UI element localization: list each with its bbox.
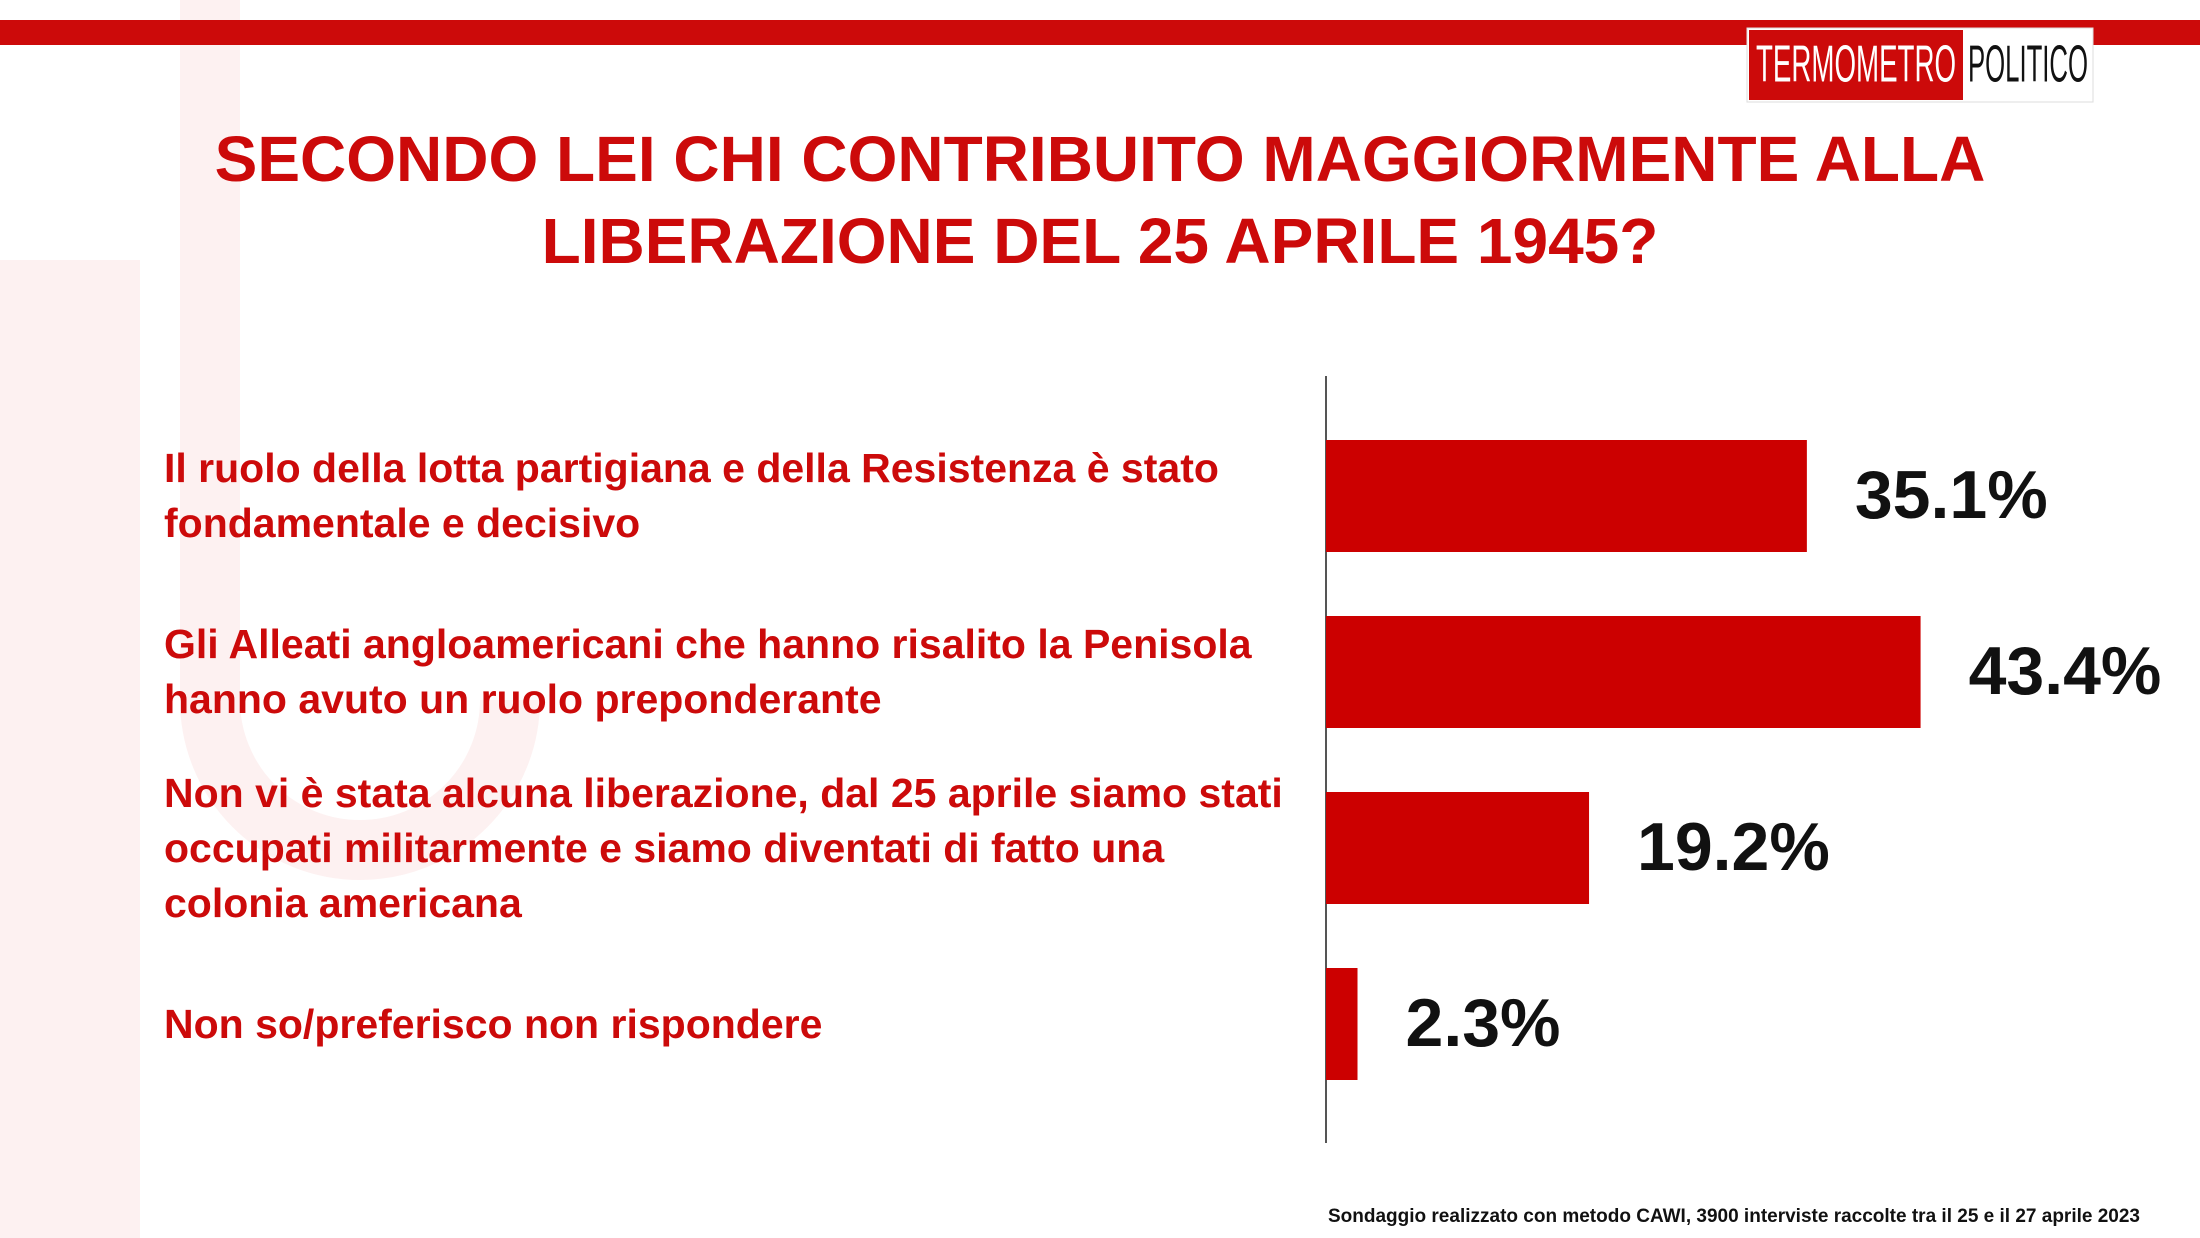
category-label: Il ruolo della lotta partigiana e della … [164, 445, 1219, 546]
decoration [180, 0, 540, 880]
footnote: Sondaggio realizzato con metodo CAWI, 39… [1327, 1206, 2140, 1227]
value-label: 35.1% [1855, 457, 2048, 533]
logo-red [1749, 30, 1963, 100]
logo-text: TERMOMETRO [1756, 36, 1956, 94]
category-label: Non vi è stata alcuna liberazione, dal 2… [164, 769, 1283, 926]
bar [1326, 792, 1590, 904]
value-label: 19.2% [1637, 809, 1830, 885]
decoration [0, 260, 140, 1238]
chart-title: SECONDO LEI CHI CONTRIBUITO MAGGIORMENTE… [214, 123, 1986, 277]
category-label: Gli Alleati angloamericani che hanno ris… [164, 621, 1252, 722]
bar [1326, 440, 1807, 552]
logo-text: POLITICO [1968, 36, 2088, 94]
value-label: 2.3% [1406, 985, 1561, 1061]
bar [1326, 616, 1921, 728]
value-label: 43.4% [1969, 633, 2162, 709]
bar [1326, 968, 1358, 1080]
category-label: Non so/preferisco non rispondere [164, 1000, 823, 1047]
